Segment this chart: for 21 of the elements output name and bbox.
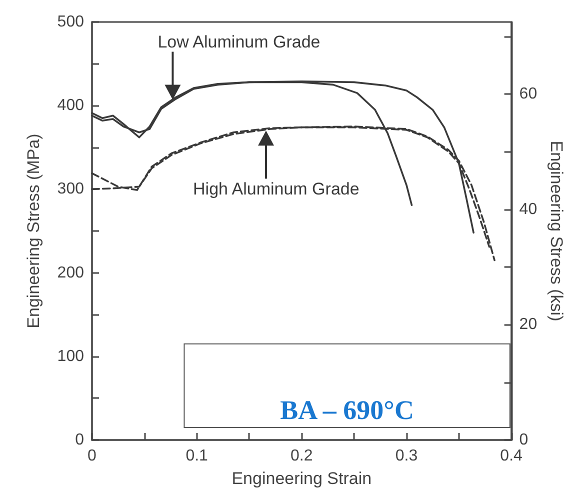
y2-tick-label: 20 [519, 316, 538, 334]
y-tick-label: 300 [57, 180, 84, 198]
y-tick-label: 100 [57, 348, 84, 365]
annotation: Low Aluminum Grade [158, 32, 320, 52]
x-axis-title: Engineering Strain [232, 469, 372, 488]
y-axis-title: Engineering Stress (MPa) [24, 134, 43, 328]
y-tick-label: 500 [57, 14, 84, 30]
y2-tick-label: 40 [519, 200, 538, 218]
x-tick-label: 0.2 [290, 448, 313, 464]
annotation: High Aluminum Grade [193, 180, 360, 199]
y2-tick-label: 0 [519, 432, 528, 448]
y-tick-label: 400 [57, 97, 84, 114]
annotation: BA – 690°C [280, 394, 414, 425]
y-tick-label: 200 [57, 264, 84, 282]
y2-axis-title: Engineering Stress (ksi) [547, 140, 566, 322]
y2-tick-label: 60 [519, 86, 538, 103]
x-tick-label: 0.4 [500, 448, 523, 464]
x-tick-label: 0.1 [186, 448, 208, 464]
x-tick-label: 0.3 [395, 448, 418, 464]
x-tick-label: 0 [88, 448, 97, 464]
y-tick-label: 0 [75, 432, 84, 448]
